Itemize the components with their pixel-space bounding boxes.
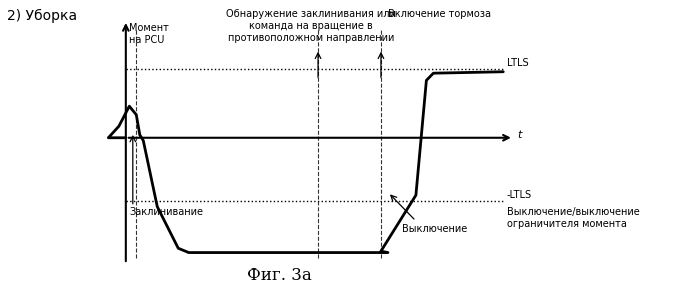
Text: Включение тормоза: Включение тормоза <box>388 9 491 19</box>
Text: 2) Уборка: 2) Уборка <box>7 9 77 23</box>
Text: -LTLS: -LTLS <box>507 190 532 200</box>
Text: Момент
на PCU: Момент на PCU <box>129 23 169 44</box>
Text: Обнаружение заклинивания или
команда на вращение в
противоположном направлении: Обнаружение заклинивания или команда на … <box>226 9 396 43</box>
Text: t: t <box>517 130 521 140</box>
Text: Фиг. 3а: Фиг. 3а <box>247 267 312 284</box>
Text: Выключение/выключение
ограничителя момента: Выключение/выключение ограничителя момен… <box>507 207 640 229</box>
Text: LTLS: LTLS <box>507 58 528 68</box>
Text: Выключение: Выключение <box>402 224 467 234</box>
Text: Заклинивание: Заклинивание <box>129 207 203 217</box>
